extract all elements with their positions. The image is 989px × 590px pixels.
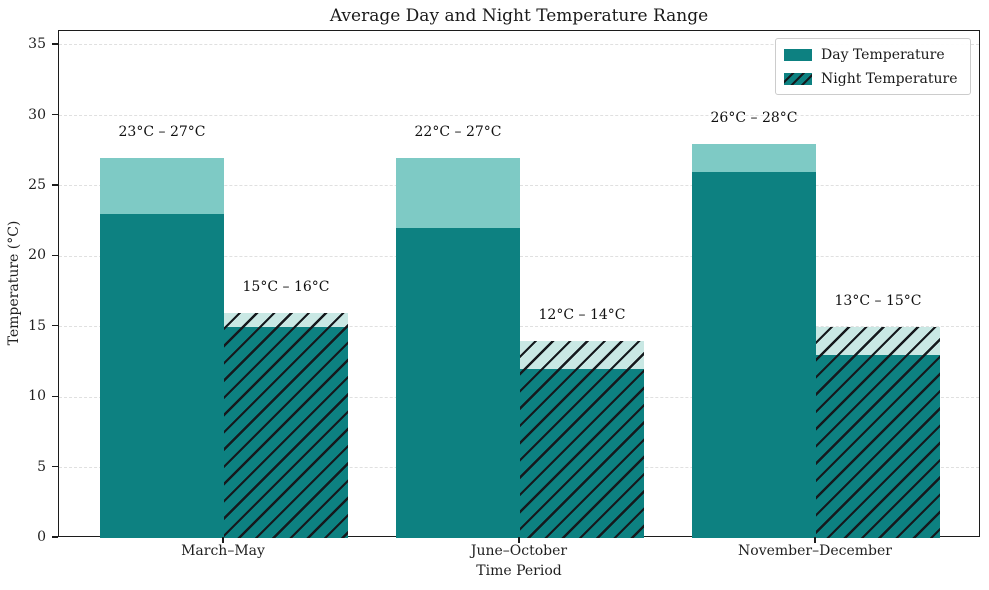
- day-bar-range-2: [692, 143, 816, 172]
- y-tick-mark-20: [52, 254, 58, 256]
- day-bar-range-0: [100, 157, 224, 215]
- day-temperature-swatch-icon: [784, 48, 812, 61]
- night-bar-hatch-0: [224, 312, 348, 538]
- legend-label-night: Night Temperature: [821, 70, 958, 87]
- night-range-annotation-1: 12°C – 14°C: [538, 306, 626, 323]
- x-tick-mark-2: [814, 537, 816, 543]
- x-tick-label-1: June–October: [470, 543, 568, 559]
- night-temperature-swatch-icon: [784, 72, 812, 85]
- gridline-30: [59, 114, 979, 116]
- x-tick-mark-0: [222, 537, 224, 543]
- legend-item-day: Day Temperature: [784, 45, 962, 64]
- legend-label-day: Day Temperature: [821, 46, 945, 63]
- y-tick-label-5: 5: [37, 458, 46, 475]
- x-tick-label-2: November–December: [738, 543, 892, 559]
- y-tick-label-15: 15: [28, 317, 46, 334]
- y-tick-label-25: 25: [28, 176, 46, 193]
- day-bar-main-1: [396, 228, 520, 538]
- y-tick-mark-10: [52, 395, 58, 397]
- day-range-annotation-0: 23°C – 27°C: [118, 123, 206, 140]
- gridline-35: [59, 44, 979, 46]
- plot-area: 23°C – 27°C 22°C – 27°C 26°C – 28°C 15°C – …: [58, 30, 980, 538]
- y-tick-mark-35: [52, 43, 58, 45]
- night-bar-hatch-1: [520, 340, 644, 538]
- night-range-annotation-2: 13°C – 15°C: [834, 292, 922, 309]
- y-tick-label-0: 0: [37, 529, 46, 545]
- y-tick-label-35: 35: [28, 36, 46, 53]
- x-tick-mark-1: [518, 537, 520, 543]
- day-range-annotation-2: 26°C – 28°C: [710, 109, 798, 126]
- chart-title: Average Day and Night Temperature Range: [329, 6, 709, 26]
- x-tick-label-0: March–May: [181, 543, 265, 559]
- y-tick-label-20: 20: [28, 247, 46, 264]
- x-axis-label: Time Period: [476, 563, 562, 579]
- night-range-annotation-0: 15°C – 16°C: [242, 278, 330, 295]
- legend-item-night: Night Temperature: [784, 69, 962, 88]
- y-tick-label-10: 10: [28, 388, 46, 405]
- day-bar-main-2: [692, 171, 816, 538]
- y-tick-mark-0: [52, 536, 58, 538]
- y-tick-mark-15: [52, 325, 58, 327]
- y-tick-mark-25: [52, 184, 58, 186]
- y-tick-mark-30: [52, 113, 58, 116]
- y-tick-mark-5: [52, 465, 58, 468]
- y-tick-label-30: 30: [28, 106, 46, 123]
- day-range-annotation-1: 22°C – 27°C: [414, 123, 502, 140]
- legend: Day Temperature Night Temperature: [775, 38, 971, 95]
- day-bar-range-1: [396, 157, 520, 229]
- day-bar-main-0: [100, 214, 224, 538]
- night-bar-hatch-2: [816, 326, 940, 538]
